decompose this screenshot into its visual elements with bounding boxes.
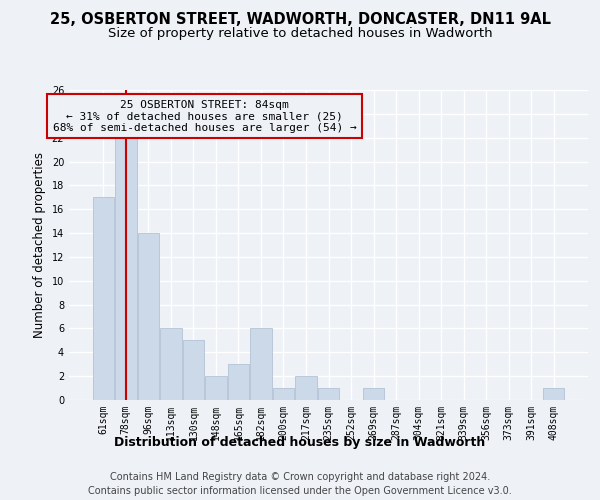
Text: Distribution of detached houses by size in Wadworth: Distribution of detached houses by size … bbox=[115, 436, 485, 449]
Text: 25, OSBERTON STREET, WADWORTH, DONCASTER, DN11 9AL: 25, OSBERTON STREET, WADWORTH, DONCASTER… bbox=[49, 12, 551, 28]
Bar bbox=[250, 328, 272, 400]
Text: 25 OSBERTON STREET: 84sqm
← 31% of detached houses are smaller (25)
68% of semi-: 25 OSBERTON STREET: 84sqm ← 31% of detac… bbox=[53, 100, 356, 132]
Y-axis label: Number of detached properties: Number of detached properties bbox=[33, 152, 46, 338]
Bar bbox=[205, 376, 227, 400]
Text: Contains public sector information licensed under the Open Government Licence v3: Contains public sector information licen… bbox=[88, 486, 512, 496]
Bar bbox=[182, 340, 204, 400]
Bar bbox=[363, 388, 384, 400]
Bar bbox=[92, 198, 114, 400]
Bar bbox=[160, 328, 182, 400]
Bar bbox=[543, 388, 565, 400]
Text: Contains HM Land Registry data © Crown copyright and database right 2024.: Contains HM Land Registry data © Crown c… bbox=[110, 472, 490, 482]
Bar bbox=[228, 364, 249, 400]
Bar bbox=[273, 388, 294, 400]
Bar bbox=[115, 138, 137, 400]
Text: Size of property relative to detached houses in Wadworth: Size of property relative to detached ho… bbox=[107, 28, 493, 40]
Bar bbox=[318, 388, 339, 400]
Bar bbox=[295, 376, 317, 400]
Bar bbox=[137, 233, 159, 400]
